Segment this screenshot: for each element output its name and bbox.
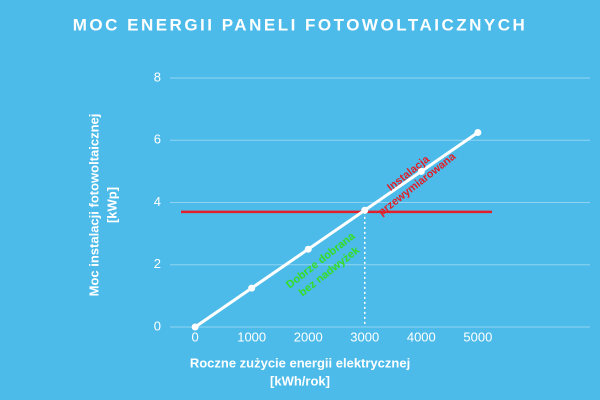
point <box>361 206 369 214</box>
x-tick-label: 5000 <box>463 329 492 344</box>
point <box>248 284 256 292</box>
point <box>417 167 425 175</box>
x-axis-label: [kWh/rok] <box>270 373 330 388</box>
x-axis-label: Roczne zużycie energii elektrycznej <box>190 355 410 370</box>
y-tick-label: 0 <box>154 318 161 333</box>
x-tick-label: 4000 <box>407 329 436 344</box>
chart-title: MOC ENERGII PANELI FOTOWOLTAICZNYCH <box>73 15 528 34</box>
y-axis-label-group: Moc instalacji fotowoltaicznej [kWp] <box>86 114 119 297</box>
x-tick-label: 3000 <box>350 329 379 344</box>
y-tick-label: 8 <box>154 69 161 84</box>
point <box>474 128 482 136</box>
y-axis-label: [kWp] <box>104 187 119 223</box>
y-tick-label: 4 <box>154 194 161 209</box>
x-tick-label: 2000 <box>294 329 323 344</box>
y-axis-label: Moc instalacji fotowoltaicznej <box>86 114 101 297</box>
line <box>194 131 479 329</box>
x-tick-label: 0 <box>192 329 199 344</box>
x-tick-label: 1000 <box>237 329 266 344</box>
point <box>191 323 199 331</box>
y-tick-label: 6 <box>154 132 161 147</box>
point <box>304 245 312 253</box>
y-tick-label: 2 <box>154 256 161 271</box>
